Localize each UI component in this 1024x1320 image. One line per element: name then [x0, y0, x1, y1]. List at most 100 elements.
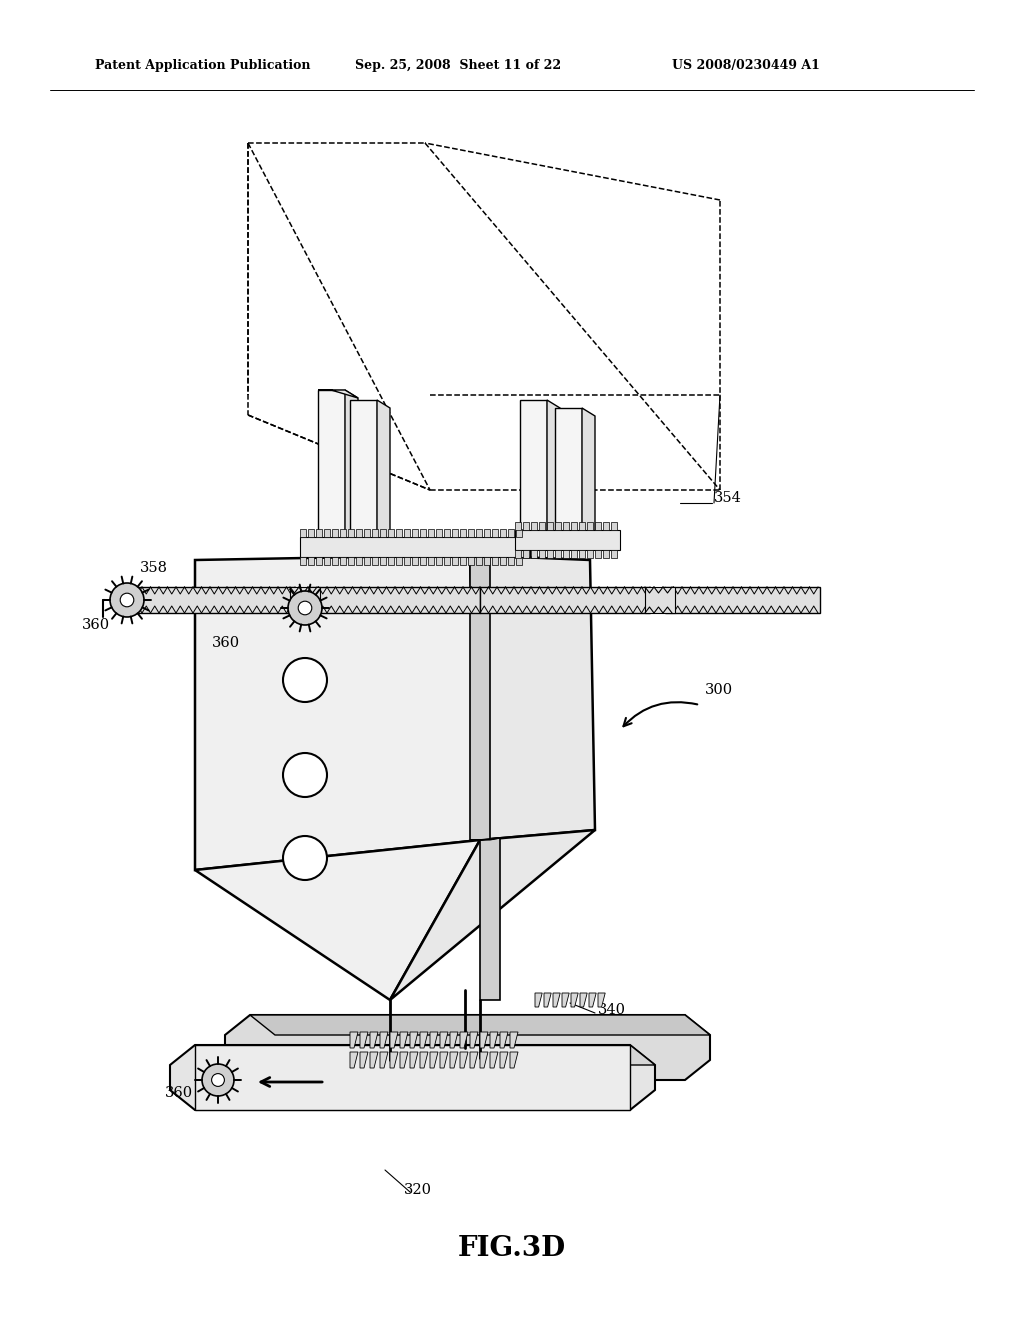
Polygon shape: [547, 550, 553, 558]
Polygon shape: [440, 1052, 449, 1068]
Polygon shape: [350, 1032, 358, 1048]
Text: 360: 360: [212, 636, 240, 649]
Polygon shape: [428, 529, 433, 537]
Polygon shape: [380, 1052, 388, 1068]
Polygon shape: [582, 408, 595, 548]
Polygon shape: [360, 1032, 368, 1048]
Polygon shape: [555, 550, 560, 558]
Polygon shape: [480, 838, 500, 1001]
Polygon shape: [523, 521, 528, 531]
Polygon shape: [460, 1032, 468, 1048]
Polygon shape: [195, 554, 480, 870]
Polygon shape: [420, 529, 426, 537]
Circle shape: [202, 1064, 234, 1096]
Polygon shape: [589, 993, 596, 1007]
Polygon shape: [356, 529, 361, 537]
Polygon shape: [531, 521, 537, 531]
Polygon shape: [555, 521, 560, 531]
Polygon shape: [587, 521, 593, 531]
Text: US 2008/0230449 A1: US 2008/0230449 A1: [672, 58, 820, 71]
Polygon shape: [324, 557, 330, 565]
Polygon shape: [324, 529, 330, 537]
Text: 360: 360: [165, 1086, 194, 1100]
Polygon shape: [250, 1015, 710, 1035]
Polygon shape: [348, 529, 353, 537]
Polygon shape: [516, 557, 521, 565]
Polygon shape: [476, 529, 481, 537]
Text: FIG.3D: FIG.3D: [458, 1234, 566, 1262]
Circle shape: [283, 836, 327, 880]
Polygon shape: [470, 1032, 478, 1048]
Polygon shape: [225, 1015, 710, 1080]
Polygon shape: [316, 529, 322, 537]
Polygon shape: [300, 557, 305, 565]
Polygon shape: [308, 557, 313, 565]
Polygon shape: [350, 1052, 358, 1068]
Polygon shape: [440, 1032, 449, 1048]
Polygon shape: [436, 529, 441, 537]
Polygon shape: [420, 1052, 428, 1068]
Polygon shape: [598, 993, 605, 1007]
Polygon shape: [444, 529, 450, 537]
Polygon shape: [400, 1052, 408, 1068]
Polygon shape: [430, 1032, 438, 1048]
Polygon shape: [420, 557, 426, 565]
Polygon shape: [580, 993, 587, 1007]
Polygon shape: [563, 550, 568, 558]
Polygon shape: [345, 389, 358, 548]
Polygon shape: [404, 529, 410, 537]
Text: Patent Application Publication: Patent Application Publication: [95, 58, 310, 71]
Text: 358: 358: [660, 587, 688, 602]
Circle shape: [120, 593, 134, 607]
Polygon shape: [595, 521, 601, 531]
Polygon shape: [390, 830, 595, 1001]
Polygon shape: [468, 557, 473, 565]
Polygon shape: [516, 529, 521, 537]
Polygon shape: [547, 521, 553, 531]
Polygon shape: [125, 587, 295, 612]
Polygon shape: [318, 389, 345, 540]
Polygon shape: [492, 557, 498, 565]
Circle shape: [288, 591, 322, 624]
Polygon shape: [460, 1052, 468, 1068]
Polygon shape: [539, 521, 545, 531]
Polygon shape: [428, 557, 433, 565]
Polygon shape: [370, 1052, 378, 1068]
Polygon shape: [645, 587, 675, 612]
Polygon shape: [468, 529, 473, 537]
Polygon shape: [452, 529, 458, 537]
Polygon shape: [332, 529, 338, 537]
Polygon shape: [390, 1032, 398, 1048]
Circle shape: [283, 752, 327, 797]
Text: 358: 358: [140, 561, 168, 576]
Polygon shape: [500, 529, 506, 537]
Polygon shape: [553, 993, 560, 1007]
Text: Sep. 25, 2008  Sheet 11 of 22: Sep. 25, 2008 Sheet 11 of 22: [355, 58, 561, 71]
Polygon shape: [508, 529, 514, 537]
Polygon shape: [515, 531, 620, 550]
Polygon shape: [484, 557, 489, 565]
Polygon shape: [562, 993, 569, 1007]
Polygon shape: [195, 840, 480, 1001]
Polygon shape: [571, 550, 577, 558]
Polygon shape: [340, 557, 346, 565]
Text: 300: 300: [705, 682, 733, 697]
Polygon shape: [410, 1032, 418, 1048]
Polygon shape: [460, 557, 466, 565]
Polygon shape: [523, 550, 528, 558]
Polygon shape: [603, 521, 608, 531]
Polygon shape: [470, 554, 595, 840]
Polygon shape: [364, 557, 370, 565]
Polygon shape: [377, 400, 390, 548]
Polygon shape: [470, 838, 500, 840]
Polygon shape: [452, 557, 458, 565]
Polygon shape: [515, 521, 520, 531]
Polygon shape: [492, 529, 498, 537]
Polygon shape: [420, 1032, 428, 1048]
Polygon shape: [290, 587, 319, 612]
Polygon shape: [396, 557, 401, 565]
Polygon shape: [396, 529, 401, 537]
Polygon shape: [500, 1052, 508, 1068]
Text: 320: 320: [404, 1183, 432, 1197]
Text: 340: 340: [598, 1003, 626, 1016]
